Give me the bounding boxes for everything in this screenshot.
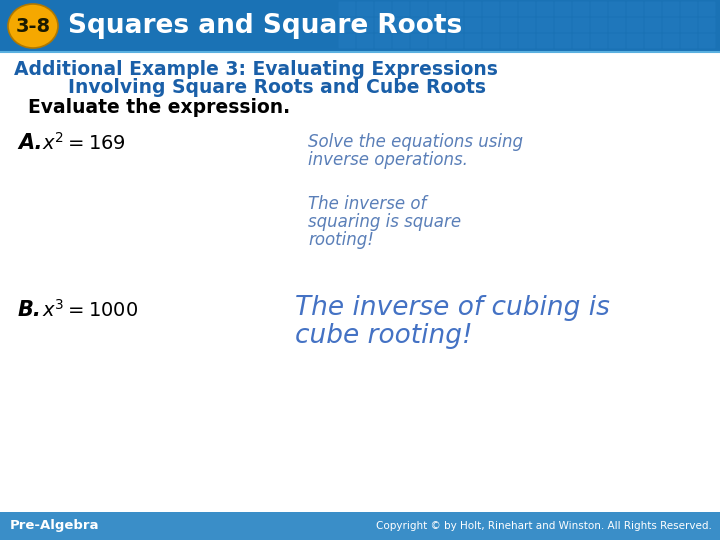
FancyBboxPatch shape [518, 2, 536, 17]
FancyBboxPatch shape [590, 33, 608, 49]
FancyBboxPatch shape [608, 2, 626, 17]
FancyBboxPatch shape [572, 2, 590, 17]
FancyBboxPatch shape [356, 2, 374, 17]
FancyBboxPatch shape [536, 33, 554, 49]
Text: $x^{3} = 1000$: $x^{3} = 1000$ [42, 299, 138, 321]
Text: Evaluate the expression.: Evaluate the expression. [28, 98, 290, 117]
Text: inverse operations.: inverse operations. [308, 151, 468, 169]
FancyBboxPatch shape [410, 33, 428, 49]
FancyBboxPatch shape [536, 17, 554, 32]
FancyBboxPatch shape [374, 2, 392, 17]
FancyBboxPatch shape [392, 33, 410, 49]
FancyBboxPatch shape [464, 17, 482, 32]
Text: rooting!: rooting! [308, 231, 374, 249]
FancyBboxPatch shape [0, 0, 720, 52]
Text: Involving Square Roots and Cube Roots: Involving Square Roots and Cube Roots [68, 78, 486, 97]
FancyBboxPatch shape [644, 33, 662, 49]
FancyBboxPatch shape [590, 2, 608, 17]
Text: The inverse of: The inverse of [308, 195, 426, 213]
Text: B.: B. [18, 300, 42, 320]
Ellipse shape [8, 4, 58, 48]
FancyBboxPatch shape [662, 33, 680, 49]
FancyBboxPatch shape [554, 2, 572, 17]
Text: 3-8: 3-8 [15, 17, 50, 36]
FancyBboxPatch shape [446, 33, 464, 49]
FancyBboxPatch shape [500, 2, 518, 17]
FancyBboxPatch shape [680, 17, 698, 32]
Text: Pre-Algebra: Pre-Algebra [10, 519, 99, 532]
FancyBboxPatch shape [0, 512, 720, 540]
FancyBboxPatch shape [644, 2, 662, 17]
FancyBboxPatch shape [662, 2, 680, 17]
FancyBboxPatch shape [428, 17, 446, 32]
FancyBboxPatch shape [626, 17, 644, 32]
FancyBboxPatch shape [680, 33, 698, 49]
Text: squaring is square: squaring is square [308, 213, 461, 231]
FancyBboxPatch shape [356, 33, 374, 49]
Text: cube rooting!: cube rooting! [295, 323, 472, 349]
FancyBboxPatch shape [410, 17, 428, 32]
FancyBboxPatch shape [698, 33, 716, 49]
FancyBboxPatch shape [536, 2, 554, 17]
FancyBboxPatch shape [500, 17, 518, 32]
FancyBboxPatch shape [482, 33, 500, 49]
FancyBboxPatch shape [626, 2, 644, 17]
FancyBboxPatch shape [554, 33, 572, 49]
FancyBboxPatch shape [374, 33, 392, 49]
FancyBboxPatch shape [464, 33, 482, 49]
FancyBboxPatch shape [680, 2, 698, 17]
FancyBboxPatch shape [464, 2, 482, 17]
Text: Solve the equations using: Solve the equations using [308, 133, 523, 151]
Text: Squares and Square Roots: Squares and Square Roots [68, 13, 462, 39]
FancyBboxPatch shape [662, 17, 680, 32]
FancyBboxPatch shape [644, 17, 662, 32]
Text: A.: A. [18, 133, 42, 153]
FancyBboxPatch shape [338, 2, 356, 17]
FancyBboxPatch shape [608, 33, 626, 49]
FancyBboxPatch shape [482, 2, 500, 17]
FancyBboxPatch shape [338, 17, 356, 32]
FancyBboxPatch shape [446, 2, 464, 17]
FancyBboxPatch shape [500, 33, 518, 49]
FancyBboxPatch shape [446, 17, 464, 32]
FancyBboxPatch shape [428, 2, 446, 17]
FancyBboxPatch shape [554, 17, 572, 32]
FancyBboxPatch shape [518, 17, 536, 32]
FancyBboxPatch shape [698, 2, 716, 17]
FancyBboxPatch shape [698, 17, 716, 32]
FancyBboxPatch shape [410, 2, 428, 17]
Text: $x^{2} = 169$: $x^{2} = 169$ [42, 132, 126, 154]
FancyBboxPatch shape [374, 17, 392, 32]
FancyBboxPatch shape [392, 17, 410, 32]
FancyBboxPatch shape [482, 17, 500, 32]
FancyBboxPatch shape [338, 33, 356, 49]
FancyBboxPatch shape [356, 17, 374, 32]
FancyBboxPatch shape [608, 17, 626, 32]
FancyBboxPatch shape [392, 2, 410, 17]
FancyBboxPatch shape [572, 33, 590, 49]
FancyBboxPatch shape [626, 33, 644, 49]
Text: Additional Example 3: Evaluating Expressions: Additional Example 3: Evaluating Express… [14, 60, 498, 79]
Text: The inverse of cubing is: The inverse of cubing is [295, 295, 610, 321]
Text: Copyright © by Holt, Rinehart and Winston. All Rights Reserved.: Copyright © by Holt, Rinehart and Winsto… [376, 521, 712, 531]
FancyBboxPatch shape [518, 33, 536, 49]
FancyBboxPatch shape [428, 33, 446, 49]
FancyBboxPatch shape [572, 17, 590, 32]
FancyBboxPatch shape [590, 17, 608, 32]
